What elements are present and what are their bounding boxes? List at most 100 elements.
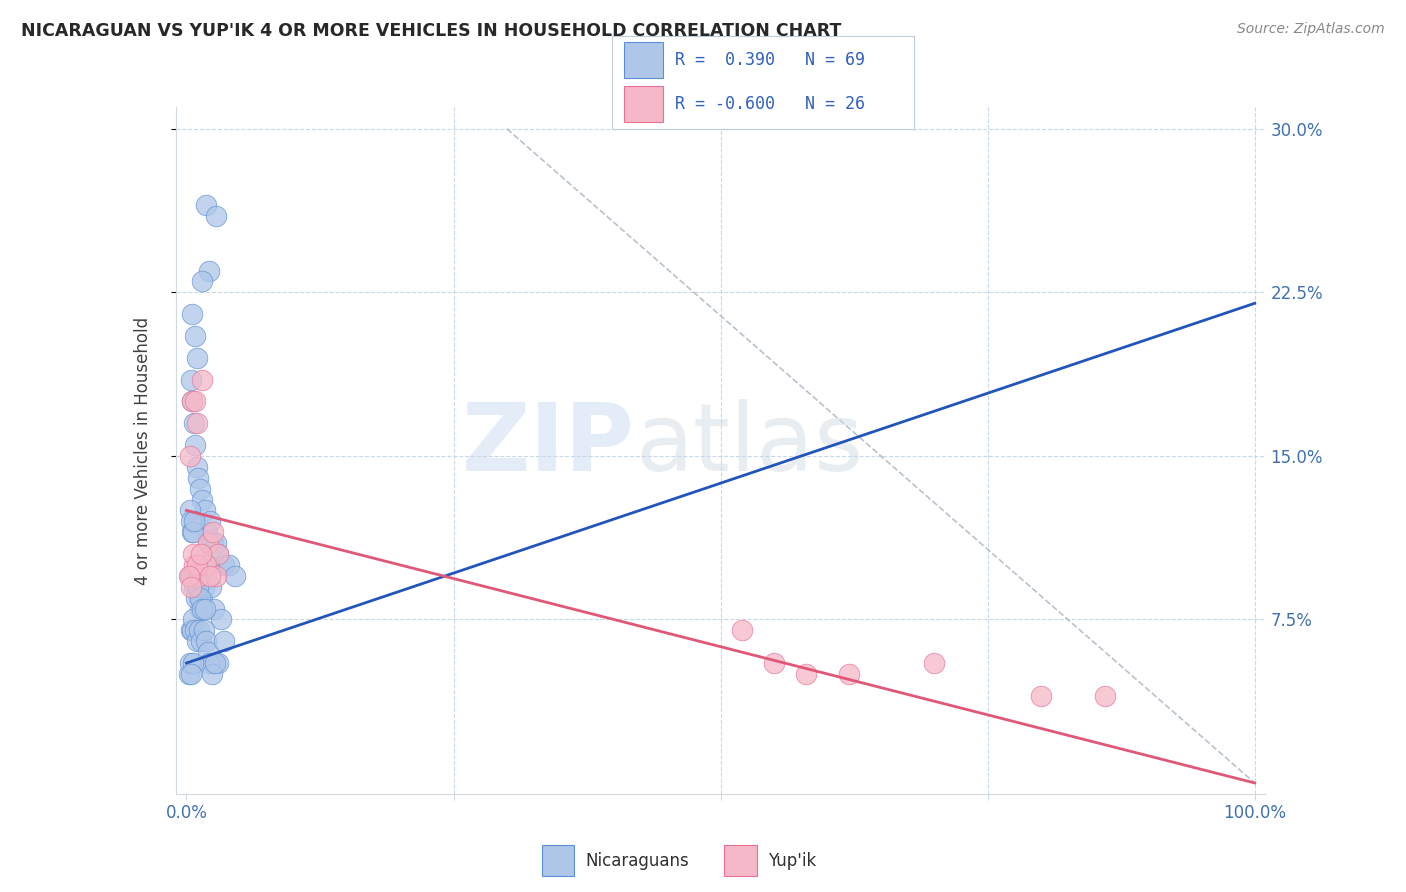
Point bbox=[186, 459, 208, 474]
Point bbox=[197, 558, 219, 572]
Point bbox=[922, 656, 945, 670]
Point bbox=[209, 612, 232, 626]
Point bbox=[180, 307, 202, 321]
Text: Yup'ik: Yup'ik bbox=[768, 852, 817, 870]
Point bbox=[731, 624, 754, 638]
Point bbox=[205, 209, 228, 223]
Point bbox=[212, 558, 235, 572]
Point bbox=[207, 547, 229, 561]
Point bbox=[207, 656, 229, 670]
Bar bbox=[541, 846, 575, 876]
Point bbox=[184, 624, 207, 638]
Point bbox=[180, 580, 202, 594]
Point bbox=[183, 416, 205, 430]
Point bbox=[201, 667, 224, 681]
Point bbox=[197, 536, 219, 550]
Point bbox=[197, 645, 219, 659]
Point bbox=[194, 569, 217, 583]
Text: R =  0.390   N = 69: R = 0.390 N = 69 bbox=[675, 51, 865, 69]
Point bbox=[179, 449, 201, 463]
Point bbox=[183, 580, 205, 594]
Point bbox=[200, 580, 222, 594]
Point bbox=[186, 634, 208, 648]
Text: R = -0.600   N = 26: R = -0.600 N = 26 bbox=[675, 95, 865, 113]
Point bbox=[187, 471, 209, 485]
Point bbox=[762, 656, 785, 670]
Point bbox=[180, 525, 202, 540]
Point bbox=[186, 580, 208, 594]
Point bbox=[202, 536, 225, 550]
Point bbox=[188, 624, 211, 638]
Point bbox=[187, 580, 209, 594]
Point bbox=[191, 275, 214, 289]
Point bbox=[193, 580, 215, 594]
Bar bbox=[624, 42, 664, 78]
Point bbox=[194, 198, 217, 212]
Point bbox=[191, 601, 214, 615]
Point bbox=[202, 525, 225, 540]
Point bbox=[181, 612, 204, 626]
Point bbox=[218, 558, 240, 572]
Point bbox=[188, 591, 211, 605]
Point bbox=[194, 601, 217, 615]
Point bbox=[224, 569, 246, 583]
Point bbox=[205, 536, 228, 550]
Point bbox=[188, 591, 211, 605]
Point bbox=[183, 514, 205, 528]
Point bbox=[202, 656, 225, 670]
Point bbox=[212, 634, 235, 648]
Point bbox=[180, 394, 202, 409]
Point bbox=[194, 634, 217, 648]
Point bbox=[180, 394, 202, 409]
Point bbox=[195, 525, 218, 540]
Point bbox=[184, 394, 207, 409]
Point bbox=[179, 503, 201, 517]
Point bbox=[838, 667, 860, 681]
Bar bbox=[624, 87, 664, 122]
Text: NICARAGUAN VS YUP'IK 4 OR MORE VEHICLES IN HOUSEHOLD CORRELATION CHART: NICARAGUAN VS YUP'IK 4 OR MORE VEHICLES … bbox=[21, 22, 841, 40]
Text: Nicaraguans: Nicaraguans bbox=[585, 852, 689, 870]
Point bbox=[181, 525, 204, 540]
Point bbox=[204, 656, 226, 670]
Point bbox=[197, 536, 219, 550]
Point bbox=[190, 634, 212, 648]
Point bbox=[180, 624, 202, 638]
Point bbox=[183, 558, 205, 572]
Point bbox=[180, 667, 202, 681]
Point bbox=[190, 547, 212, 561]
Point bbox=[188, 569, 211, 583]
Point bbox=[1094, 689, 1116, 703]
Point bbox=[179, 656, 201, 670]
Point bbox=[186, 416, 208, 430]
Point bbox=[180, 514, 202, 528]
Point bbox=[184, 329, 207, 343]
Point bbox=[179, 569, 201, 583]
Bar bbox=[724, 846, 758, 876]
Point bbox=[180, 373, 202, 387]
Point bbox=[177, 569, 200, 583]
Point bbox=[180, 624, 202, 638]
Point bbox=[188, 482, 211, 496]
Point bbox=[186, 558, 208, 572]
Point bbox=[1029, 689, 1052, 703]
Point bbox=[184, 438, 207, 452]
Point bbox=[207, 547, 229, 561]
Text: ZIP: ZIP bbox=[463, 399, 636, 491]
Text: Source: ZipAtlas.com: Source: ZipAtlas.com bbox=[1237, 22, 1385, 37]
Point bbox=[794, 667, 817, 681]
Point bbox=[194, 558, 217, 572]
Point bbox=[193, 624, 215, 638]
Point bbox=[194, 503, 217, 517]
Point bbox=[191, 492, 214, 507]
Y-axis label: 4 or more Vehicles in Household: 4 or more Vehicles in Household bbox=[134, 317, 152, 584]
Point bbox=[188, 601, 211, 615]
Point bbox=[181, 547, 204, 561]
Point bbox=[181, 656, 204, 670]
Point bbox=[186, 351, 208, 365]
Point bbox=[180, 569, 202, 583]
Point bbox=[184, 591, 207, 605]
Point bbox=[180, 569, 202, 583]
Point bbox=[198, 569, 221, 583]
Text: atlas: atlas bbox=[636, 399, 863, 491]
Point bbox=[184, 569, 207, 583]
